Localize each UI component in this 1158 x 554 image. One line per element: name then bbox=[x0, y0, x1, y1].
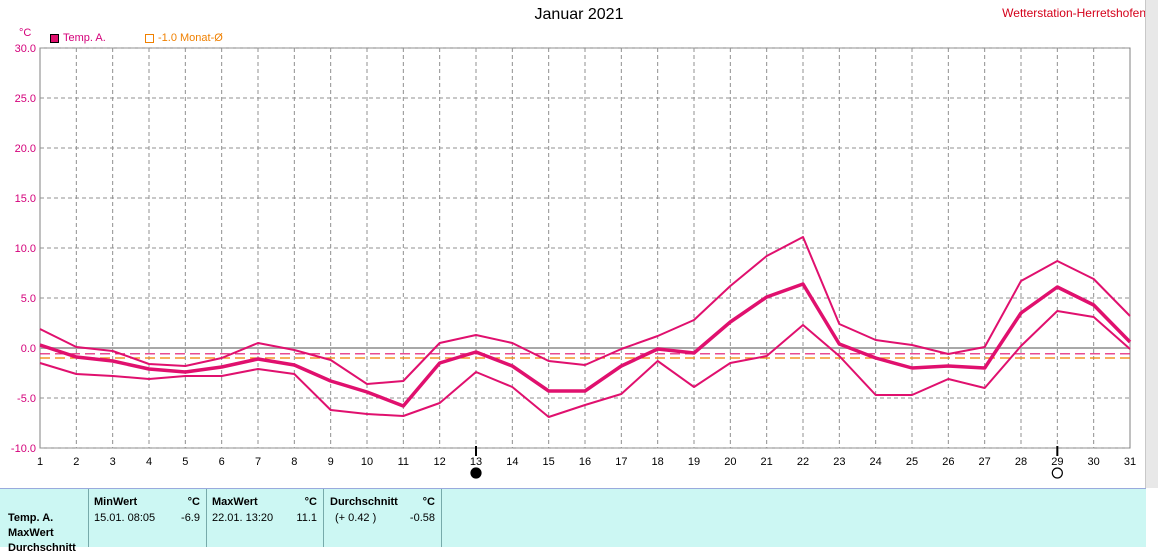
x-tick-label: 18 bbox=[652, 456, 664, 468]
x-tick-label: 13 bbox=[470, 456, 482, 468]
x-tick-label: 7 bbox=[255, 456, 261, 468]
temperature-chart: -10.0-5.00.05.010.015.020.025.030.01 2 3 4 5… bbox=[11, 43, 1136, 479]
x-tick-label: 6 bbox=[219, 456, 225, 468]
y-tick-label: 30.0 bbox=[15, 43, 36, 55]
min-unit: °C bbox=[187, 496, 200, 508]
x-tick-label: 25 bbox=[906, 456, 918, 468]
legend-label-temp: Temp. A. bbox=[63, 32, 106, 44]
x-tick-label: 26 bbox=[942, 456, 954, 468]
stats-avg-cell: Durchschnitt °C (+ 0.42 ) -0.58 bbox=[323, 489, 442, 547]
x-tick-label: 4 bbox=[146, 456, 152, 468]
max-time: 22.01. 13:20 bbox=[212, 512, 274, 524]
series-line-max bbox=[39, 236, 1131, 385]
stats-row-labels: Temp. A. MaxWert Durchschnitt bbox=[0, 489, 89, 554]
x-tick-label: 14 bbox=[506, 456, 518, 468]
x-tick-label: 3 bbox=[110, 456, 116, 468]
x-tick-label: 12 bbox=[434, 456, 446, 468]
row-label-avg: Durchschnitt bbox=[8, 542, 76, 554]
x-tick-label: 24 bbox=[870, 456, 882, 468]
x-tick-label: 23 bbox=[833, 456, 845, 468]
x-tick-label: 17 bbox=[615, 456, 627, 468]
x-tick-label: 9 bbox=[328, 456, 334, 468]
y-tick-label: 20.0 bbox=[15, 143, 36, 155]
x-tick-label: 22 bbox=[797, 456, 809, 468]
min-header: MinWert bbox=[94, 496, 138, 508]
y-axis-unit: °C bbox=[19, 27, 32, 39]
legend-item-temp: Temp. A. bbox=[50, 32, 106, 44]
x-tick-label: 29 bbox=[1051, 456, 1063, 468]
y-tick-label: 10.0 bbox=[15, 243, 36, 255]
legend-swatch-month-avg bbox=[145, 33, 154, 43]
avg-value: -0.58 bbox=[409, 512, 435, 524]
stats-max-cell: MaxWert °C 22.01. 13:20 11.1 bbox=[206, 489, 324, 547]
x-tick-label: 20 bbox=[724, 456, 736, 468]
x-tick-label: 27 bbox=[979, 456, 991, 468]
x-tick-label: 28 bbox=[1015, 456, 1027, 468]
legend-swatch-temp bbox=[50, 33, 59, 43]
y-tick-label: -5.0 bbox=[17, 393, 36, 405]
legend-label-month-avg: -1.0 Monat-Ø bbox=[158, 32, 223, 44]
row-label-temp: Temp. A. bbox=[8, 512, 54, 524]
x-tick-label: 16 bbox=[579, 456, 591, 468]
stats-panel: Temp. A. MaxWert Durchschnitt MinWert °C… bbox=[0, 488, 1146, 554]
x-tick-label: 1 bbox=[37, 456, 43, 468]
min-time: 15.01. 08:05 bbox=[94, 512, 156, 524]
station-name: Wetterstation-Herretshofen bbox=[1002, 6, 1146, 20]
x-tick-label: 8 bbox=[291, 456, 297, 468]
y-tick-label: 25.0 bbox=[15, 93, 36, 105]
x-tick-label: 10 bbox=[361, 456, 373, 468]
series-line-avg bbox=[39, 282, 1132, 408]
stats-min-cell: MinWert °C 15.01. 08:05 -6.9 bbox=[88, 489, 207, 547]
vertical-scrollbar[interactable] bbox=[1145, 0, 1158, 488]
max-value: 11.1 bbox=[296, 512, 317, 524]
avg-delta: (+ 0.42 ) bbox=[335, 512, 377, 524]
series-line-min bbox=[39, 310, 1131, 418]
new-moon-icon bbox=[470, 467, 482, 479]
x-tick-label: 19 bbox=[688, 456, 700, 468]
y-tick-label: 0.0 bbox=[21, 343, 36, 355]
min-value: -6.9 bbox=[181, 512, 200, 524]
chart-title: Januar 2021 bbox=[534, 6, 624, 23]
full-moon-icon bbox=[1051, 467, 1063, 479]
legend-item-month-avg: -1.0 Monat-Ø bbox=[145, 32, 223, 44]
y-tick-label: 5.0 bbox=[21, 293, 36, 305]
max-header: MaxWert bbox=[212, 496, 258, 508]
avg-unit: °C bbox=[422, 496, 435, 508]
x-tick-label: 2 bbox=[73, 456, 79, 468]
x-tick-label: 21 bbox=[761, 456, 773, 468]
x-tick-label: 11 bbox=[398, 456, 409, 468]
y-tick-label: 15.0 bbox=[15, 193, 36, 205]
x-tick-label: 30 bbox=[1088, 456, 1100, 468]
x-tick-label: 5 bbox=[182, 456, 188, 468]
x-tick-label: 31 bbox=[1124, 456, 1136, 468]
y-tick-label: -10.0 bbox=[11, 443, 36, 455]
avg-header: Durchschnitt bbox=[330, 496, 398, 508]
x-tick-label: 15 bbox=[543, 456, 555, 468]
row-label-max: MaxWert bbox=[8, 527, 54, 539]
max-unit: °C bbox=[304, 496, 317, 508]
